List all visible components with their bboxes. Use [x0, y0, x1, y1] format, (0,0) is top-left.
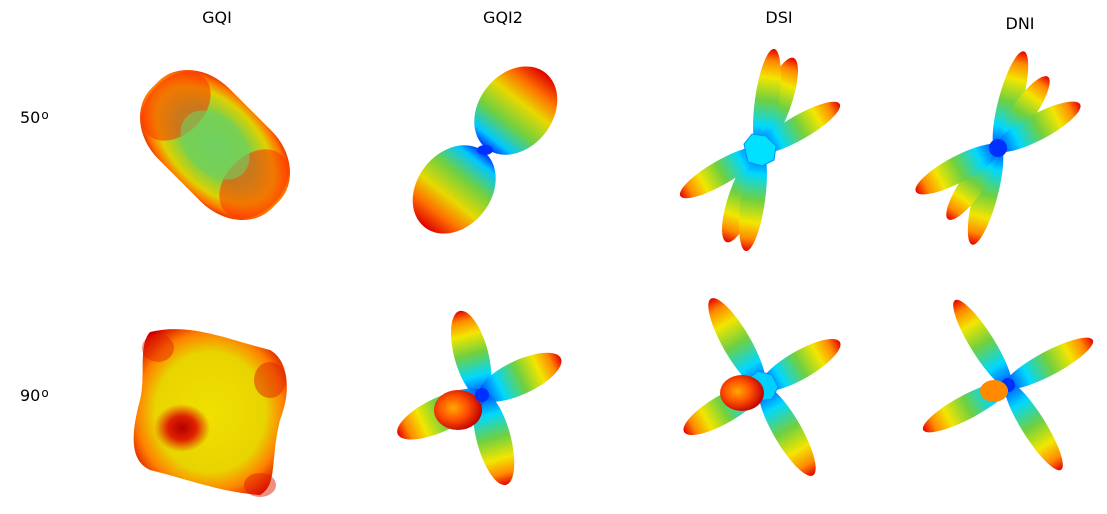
- odf-gqi-50: [120, 50, 310, 244]
- odf-gqi2-50: [395, 55, 585, 249]
- column-title-dni: DNI: [1005, 14, 1035, 33]
- row-label-50-degree: o: [41, 108, 49, 122]
- odf-dni-90: [920, 295, 1100, 479]
- column-title-gqi: GQI: [202, 8, 232, 27]
- odf-dsi-90: [670, 295, 860, 489]
- odf-dni-50: [910, 51, 1100, 254]
- odf-gqi-90: [120, 320, 300, 504]
- row-label-90-degree: o: [41, 386, 49, 400]
- odf-gqi2-90: [390, 310, 580, 504]
- column-title-dsi: DSI: [765, 8, 793, 27]
- row-label-50: 50o: [20, 108, 49, 127]
- row-label-50-value: 50: [20, 108, 41, 127]
- column-title-gqi2: GQI2: [483, 8, 523, 27]
- row-label-90: 90o: [20, 386, 49, 405]
- odf-dsi-50: [670, 48, 860, 252]
- row-label-90-value: 90: [20, 386, 41, 405]
